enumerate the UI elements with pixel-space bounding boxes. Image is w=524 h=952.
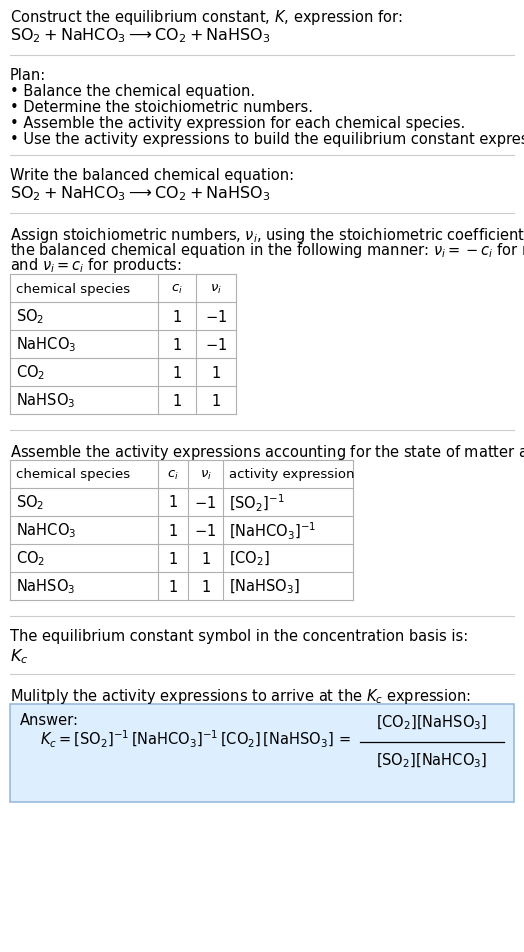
- Text: $\mathrm{SO_2 + NaHCO_3 \longrightarrow CO_2 + NaHSO_3}$: $\mathrm{SO_2 + NaHCO_3 \longrightarrow …: [10, 26, 270, 45]
- Text: $c_i$: $c_i$: [171, 282, 183, 295]
- Text: $\mathrm{CO_2}$: $\mathrm{CO_2}$: [16, 549, 45, 567]
- Text: $\mathrm{SO_2}$: $\mathrm{SO_2}$: [16, 493, 45, 512]
- Text: $[\mathrm{NaHCO_3}]^{-1}$: $[\mathrm{NaHCO_3}]^{-1}$: [229, 520, 316, 541]
- Text: $\mathrm{NaHCO_3}$: $\mathrm{NaHCO_3}$: [16, 335, 77, 354]
- Text: 1: 1: [172, 366, 182, 380]
- Text: $[\mathrm{SO_2}]^{-1}$: $[\mathrm{SO_2}]^{-1}$: [229, 492, 285, 513]
- Text: 1: 1: [168, 579, 178, 594]
- Text: • Balance the chemical equation.: • Balance the chemical equation.: [10, 84, 255, 99]
- Text: $\mathrm{NaHSO_3}$: $\mathrm{NaHSO_3}$: [16, 577, 75, 596]
- Text: Answer:: Answer:: [20, 712, 79, 727]
- Text: $\mathrm{NaHCO_3}$: $\mathrm{NaHCO_3}$: [16, 521, 77, 540]
- Text: activity expression: activity expression: [229, 468, 355, 481]
- Text: $\nu_i$: $\nu_i$: [200, 468, 212, 481]
- Text: $-1$: $-1$: [205, 308, 227, 325]
- Text: 1: 1: [172, 337, 182, 352]
- Text: $\mathrm{SO_2 + NaHCO_3 \longrightarrow CO_2 + NaHSO_3}$: $\mathrm{SO_2 + NaHCO_3 \longrightarrow …: [10, 184, 270, 203]
- Text: Mulitply the activity expressions to arrive at the $K_c$ expression:: Mulitply the activity expressions to arr…: [10, 686, 471, 705]
- Text: Construct the equilibrium constant, $K$, expression for:: Construct the equilibrium constant, $K$,…: [10, 8, 402, 27]
- Text: Write the balanced chemical equation:: Write the balanced chemical equation:: [10, 168, 294, 183]
- Text: $1$: $1$: [211, 392, 221, 408]
- FancyBboxPatch shape: [10, 704, 514, 803]
- Text: $[\mathrm{CO_2}][\mathrm{NaHSO_3}]$: $[\mathrm{CO_2}][\mathrm{NaHSO_3}]$: [376, 713, 488, 731]
- Text: $-1$: $-1$: [205, 337, 227, 352]
- Text: The equilibrium constant symbol in the concentration basis is:: The equilibrium constant symbol in the c…: [10, 628, 468, 644]
- Text: $-1$: $-1$: [194, 494, 216, 510]
- Text: 1: 1: [168, 551, 178, 565]
- Text: chemical species: chemical species: [16, 282, 130, 295]
- Text: 1: 1: [168, 495, 178, 510]
- Text: the balanced chemical equation in the following manner: $\nu_i = -c_i$ for react: the balanced chemical equation in the fo…: [10, 241, 524, 260]
- Text: $K_c$: $K_c$: [10, 646, 28, 665]
- Text: • Use the activity expressions to build the equilibrium constant expression.: • Use the activity expressions to build …: [10, 132, 524, 147]
- Text: $-1$: $-1$: [194, 523, 216, 539]
- Text: $[\mathrm{NaHSO_3}]$: $[\mathrm{NaHSO_3}]$: [229, 577, 300, 596]
- Text: $1$: $1$: [201, 550, 211, 566]
- Text: Assign stoichiometric numbers, $\nu_i$, using the stoichiometric coefficients, $: Assign stoichiometric numbers, $\nu_i$, …: [10, 226, 524, 245]
- Text: $\mathrm{SO_2}$: $\mathrm{SO_2}$: [16, 307, 45, 326]
- Text: $\mathrm{NaHSO_3}$: $\mathrm{NaHSO_3}$: [16, 391, 75, 410]
- Text: chemical species: chemical species: [16, 468, 130, 481]
- Text: $\mathrm{CO_2}$: $\mathrm{CO_2}$: [16, 364, 45, 382]
- Text: $c_i$: $c_i$: [167, 468, 179, 481]
- Text: and $\nu_i = c_i$ for products:: and $\nu_i = c_i$ for products:: [10, 256, 182, 275]
- Text: • Determine the stoichiometric numbers.: • Determine the stoichiometric numbers.: [10, 100, 313, 115]
- Text: • Assemble the activity expression for each chemical species.: • Assemble the activity expression for e…: [10, 116, 465, 130]
- Text: Assemble the activity expressions accounting for the state of matter and $\nu_i$: Assemble the activity expressions accoun…: [10, 443, 524, 462]
- Text: $[\mathrm{CO_2}]$: $[\mathrm{CO_2}]$: [229, 549, 270, 567]
- Text: $K_c = [\mathrm{SO_2}]^{-1}\,[\mathrm{NaHCO_3}]^{-1}\,[\mathrm{CO_2}]\,[\mathrm{: $K_c = [\mathrm{SO_2}]^{-1}\,[\mathrm{Na…: [40, 727, 351, 749]
- Text: $[\mathrm{SO_2}][\mathrm{NaHCO_3}]$: $[\mathrm{SO_2}][\mathrm{NaHCO_3}]$: [376, 751, 488, 769]
- Text: 1: 1: [168, 523, 178, 538]
- Text: $1$: $1$: [211, 365, 221, 381]
- Text: $1$: $1$: [201, 579, 211, 594]
- Text: $\nu_i$: $\nu_i$: [210, 282, 222, 295]
- Text: Plan:: Plan:: [10, 68, 46, 83]
- Text: 1: 1: [172, 393, 182, 408]
- Text: 1: 1: [172, 309, 182, 325]
